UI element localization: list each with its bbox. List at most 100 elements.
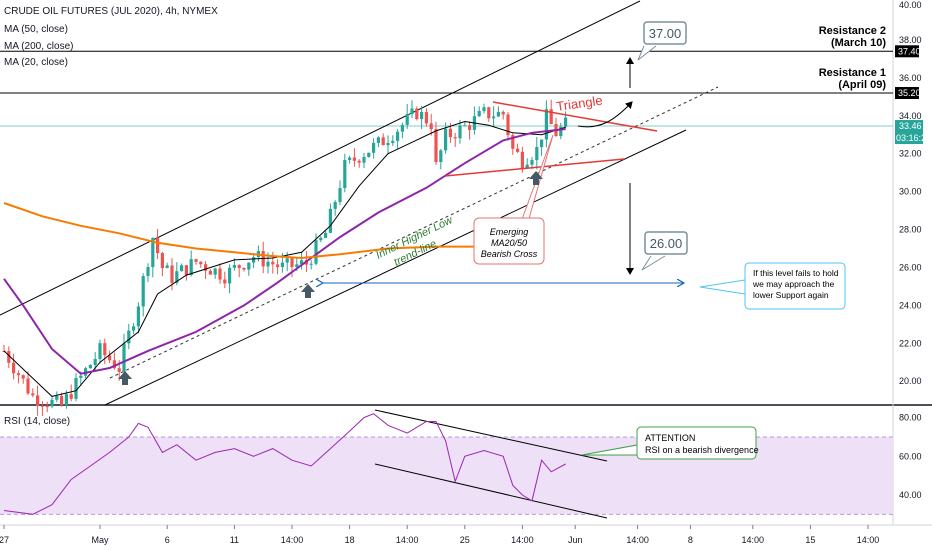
bearish-cross-line-1: Emerging — [490, 227, 529, 237]
candle-body — [309, 263, 313, 265]
ma20-line[interactable] — [3, 120, 566, 397]
candle-body — [247, 262, 251, 270]
candle-body — [204, 264, 208, 271]
candle-body — [213, 268, 217, 275]
channel-lower-line[interactable] — [104, 129, 687, 406]
candle-body — [506, 114, 510, 136]
target-up-label: 37.00 — [649, 26, 682, 41]
ma200-line[interactable] — [3, 202, 532, 260]
countdown-label: 03:16:27 — [896, 133, 931, 143]
price-tick-label: 20.00 — [899, 376, 922, 386]
candle-body — [420, 111, 424, 120]
moving-averages — [3, 120, 566, 397]
candle-body — [266, 261, 270, 267]
candle-body — [218, 268, 222, 280]
candle-body — [540, 139, 544, 147]
candle-body — [88, 365, 92, 369]
candle-body — [31, 393, 35, 396]
price-axis[interactable]: 20.00 22.00 24.00 26.00 28.00 30.00 32.00 34.00… — [899, 0, 922, 386]
candle-body — [429, 123, 433, 130]
candle-body — [300, 260, 304, 265]
candle-body — [112, 360, 116, 369]
candle-body — [146, 267, 150, 277]
rsi-callout-line-1: ATTENTION — [645, 433, 695, 443]
time-tick-label: 25 — [460, 535, 470, 545]
inner-higher-low-trendline[interactable] — [109, 86, 719, 379]
candle-body — [165, 265, 169, 268]
resistance-2-badge-label: 37.40 — [898, 46, 921, 56]
candle-body — [458, 125, 462, 139]
price-tick-label: 36.00 — [899, 73, 922, 83]
candle-body — [175, 271, 179, 283]
candle-body — [103, 343, 107, 356]
candle-body — [189, 259, 193, 275]
candle-body — [434, 129, 438, 163]
rsi-axis[interactable]: 40.00 60.00 80.00 — [899, 413, 922, 500]
legend-rsi[interactable]: RSI (14, close) — [4, 416, 71, 427]
candle-body — [127, 330, 131, 344]
time-tick-label: 18 — [345, 535, 355, 545]
candle-body — [36, 395, 40, 406]
candle-body — [386, 142, 390, 146]
candle-body — [530, 160, 534, 165]
candle-body — [16, 373, 20, 376]
legend-ma50[interactable]: MA (50, close) — [4, 24, 68, 35]
support-callout[interactable]: If this level fails to hold we may appro… — [699, 262, 846, 310]
candle-body — [348, 157, 352, 161]
resistance-1-badge-label: 35.20 — [898, 88, 921, 98]
last-price-badge — [895, 120, 923, 145]
resistance-2-date: (March 10) — [831, 37, 886, 49]
bearish-cross-line-2: MA20/50 — [491, 238, 527, 248]
candle-body — [242, 267, 246, 270]
legend-ma20[interactable]: MA (20, close) — [4, 57, 68, 68]
price-tick-label: 34.00 — [899, 111, 922, 121]
resistance-2-label: Resistance 2 — [819, 25, 886, 37]
higher-low-arrow-1-icon — [118, 371, 132, 385]
candle-body — [21, 375, 25, 379]
candle-body — [93, 359, 97, 366]
time-tick-label: 27 — [0, 535, 9, 545]
higher-low-arrow-3-icon — [529, 171, 543, 185]
candle-body — [69, 394, 73, 399]
candle-body — [180, 265, 184, 272]
rsi-divergence-lower-line[interactable] — [374, 463, 608, 519]
support-callout-line-1: If this level fails to hold — [753, 268, 839, 278]
higher-low-arrow-2-icon — [301, 284, 315, 298]
candle-body — [333, 202, 337, 209]
triangle-lower-line[interactable] — [444, 158, 625, 177]
rsi-callout[interactable]: ATTENTION RSI on a bearish divergence — [581, 426, 759, 460]
time-tick-label: 14:00 — [281, 535, 304, 545]
candle-body — [208, 270, 212, 275]
candle-body — [396, 131, 400, 141]
triangle-upper-line[interactable] — [492, 101, 658, 132]
rsi-series-path[interactable] — [3, 413, 566, 515]
candle-body — [232, 265, 236, 268]
candle-body — [381, 137, 385, 146]
candle-body — [376, 137, 380, 143]
rsi-tick-label: 80.00 — [899, 413, 922, 423]
rsi-divergence-upper-line[interactable] — [374, 409, 608, 462]
candle-body — [501, 111, 505, 115]
channel-upper-line[interactable] — [0, 0, 641, 316]
triangle-label: Triangle — [555, 93, 603, 114]
time-tick-label: 15 — [805, 535, 815, 545]
candle-body — [117, 368, 121, 372]
candle-body — [136, 306, 140, 327]
time-axis[interactable]: 27 May 6 11 14:00 18 14:00 25 14:00 Jun 14:00 8 14:0… — [0, 525, 879, 545]
candle-body — [468, 125, 472, 130]
candle-body — [160, 253, 164, 268]
candle-body — [324, 232, 328, 238]
candle-body — [424, 111, 428, 124]
price-tick-label: 38.00 — [899, 35, 922, 45]
target-down-callout[interactable]: 26.00 — [641, 231, 688, 271]
ma50-line[interactable] — [3, 128, 566, 375]
candle-body — [535, 146, 539, 161]
candle-body — [391, 140, 395, 143]
candle-body — [564, 117, 568, 127]
candle-body — [314, 240, 318, 264]
legend-ma200[interactable]: MA (200, close) — [4, 41, 74, 52]
price-tick-label: 40.00 — [899, 0, 922, 10]
candle-body — [492, 116, 496, 119]
target-up-callout[interactable]: 37.00 — [637, 21, 687, 61]
